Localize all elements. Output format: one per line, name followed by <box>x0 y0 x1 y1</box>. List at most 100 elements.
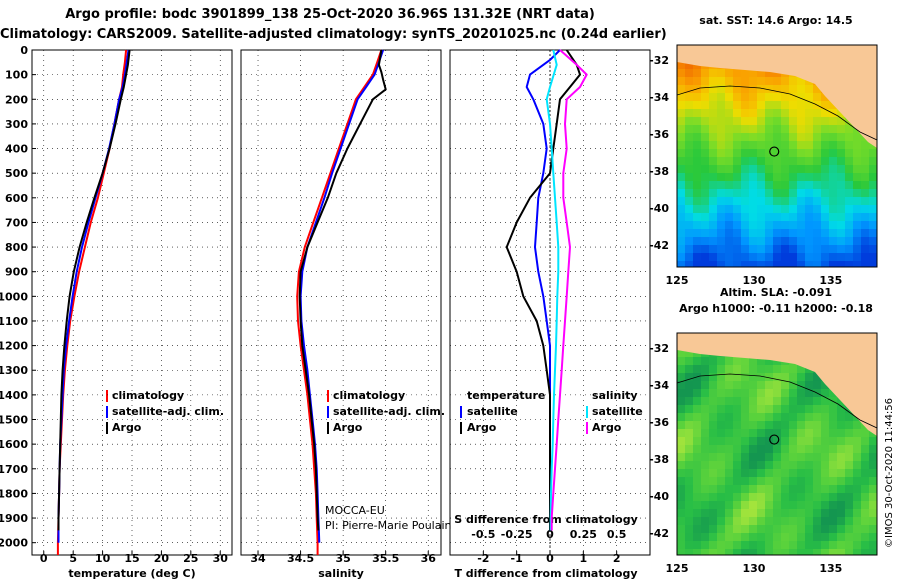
map-cell <box>789 389 797 397</box>
map-cell <box>701 501 709 509</box>
map-cell <box>789 77 797 85</box>
map-cell <box>773 197 781 205</box>
map-cell <box>781 205 789 213</box>
map-cell <box>685 85 693 93</box>
map-cell <box>677 349 685 357</box>
map-lon-tick-label: 135 <box>819 562 842 575</box>
map-cell <box>693 109 701 117</box>
map-cell <box>781 109 789 117</box>
map-cell <box>797 541 805 549</box>
map-cell <box>781 437 789 445</box>
map-cell <box>757 381 765 389</box>
map-cell <box>749 165 757 173</box>
map-cell <box>781 405 789 413</box>
map-cell <box>829 141 837 149</box>
map-cell <box>837 133 845 141</box>
map-cell <box>837 517 845 525</box>
map-cell <box>821 125 829 133</box>
map-cell <box>709 453 717 461</box>
map-cell <box>757 429 765 437</box>
map-cell <box>773 253 781 261</box>
map-cell <box>773 429 781 437</box>
map-cell <box>781 533 789 541</box>
map-cell <box>861 541 869 549</box>
map-cell <box>797 373 805 381</box>
map-cell <box>725 525 733 533</box>
map-cell <box>677 461 685 469</box>
map-cell <box>773 389 781 397</box>
map-cell <box>805 485 813 493</box>
map-cell <box>717 109 725 117</box>
map-cell <box>749 493 757 501</box>
map-cell <box>781 525 789 533</box>
map-cell <box>677 437 685 445</box>
map-cell <box>845 445 853 453</box>
map-cell <box>693 101 701 109</box>
map-cell <box>837 501 845 509</box>
map-cell <box>733 541 741 549</box>
map-cell <box>757 421 765 429</box>
temperature-legend: climatology satellite-adj. clim. Argo <box>106 389 224 434</box>
map-cell <box>685 205 693 213</box>
map-cell <box>733 421 741 429</box>
map-cell <box>717 181 725 189</box>
map-cell <box>717 469 725 477</box>
map-cell <box>805 149 813 157</box>
map-cell <box>829 389 837 397</box>
map-cell <box>853 165 861 173</box>
sst-map-frame <box>676 44 878 268</box>
map-cell <box>749 461 757 469</box>
map-cell <box>765 445 773 453</box>
map-cell <box>757 157 765 165</box>
map-cell <box>677 405 685 413</box>
map-cell <box>853 461 861 469</box>
map-cell <box>861 493 869 501</box>
map-cell <box>717 501 725 509</box>
map-cell <box>773 245 781 253</box>
map-cell <box>869 157 877 165</box>
x-tick-label: -2 <box>477 552 489 565</box>
legend-satellite-label: satellite-adj. clim. <box>333 405 445 418</box>
map-cell <box>709 477 717 485</box>
series-argo <box>298 49 387 531</box>
map-cell <box>717 461 725 469</box>
map-cell <box>741 397 749 405</box>
map-cell <box>797 517 805 525</box>
map-cell <box>765 69 773 77</box>
map-cell <box>845 421 853 429</box>
map-cell <box>781 165 789 173</box>
map-cell <box>829 405 837 413</box>
map-cell <box>733 461 741 469</box>
map-cell <box>789 549 797 555</box>
map-cell <box>741 245 749 253</box>
map-cell <box>829 477 837 485</box>
map-cell <box>701 189 709 197</box>
map-cell <box>789 373 797 381</box>
map-cell <box>725 237 733 245</box>
map-cell <box>757 373 765 381</box>
map-cell <box>685 525 693 533</box>
map-cell <box>693 389 701 397</box>
map-cell <box>829 213 837 221</box>
map-cell <box>845 509 853 517</box>
map-cell <box>733 229 741 237</box>
map-cell <box>749 469 757 477</box>
map-cell <box>749 517 757 525</box>
map-cell <box>717 405 725 413</box>
map-cell <box>685 485 693 493</box>
map-cell <box>781 261 789 267</box>
x-tick-label: 36 <box>421 552 437 565</box>
map-cell <box>693 429 701 437</box>
map-cell <box>693 229 701 237</box>
map-cell <box>813 141 821 149</box>
map-cell <box>861 533 869 541</box>
map-cell <box>861 477 869 485</box>
map-cell <box>837 493 845 501</box>
x-tick-label: 35.5 <box>372 552 399 565</box>
map-cell <box>853 237 861 245</box>
map-cell <box>853 445 861 453</box>
map-cell <box>709 509 717 517</box>
map-cell <box>821 509 829 517</box>
map-cell <box>717 213 725 221</box>
map-cell <box>725 445 733 453</box>
